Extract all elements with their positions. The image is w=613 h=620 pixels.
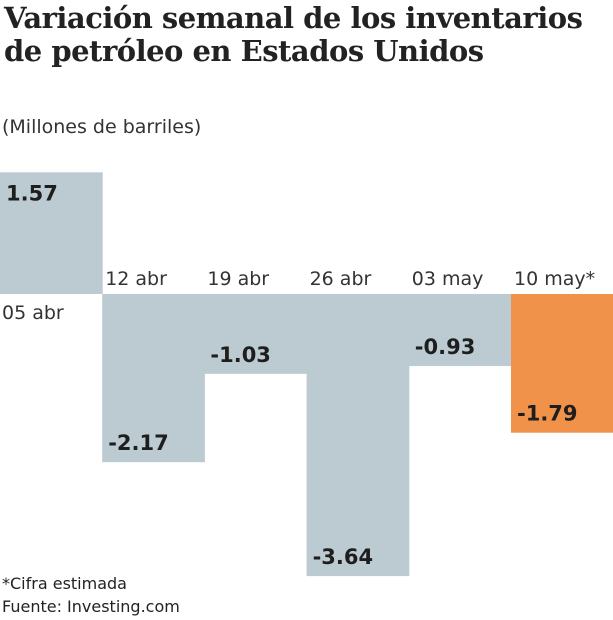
category-label: 05 abr <box>2 302 64 324</box>
category-label: 19 abr <box>207 268 269 290</box>
bar-5 <box>511 294 613 433</box>
category-label: 12 abr <box>105 268 167 290</box>
value-label: -0.93 <box>415 335 476 359</box>
category-label: 03 may <box>412 268 484 290</box>
value-label: 1.57 <box>6 181 58 205</box>
chart-subtitle: (Millones de barriles) <box>2 116 202 138</box>
value-label: -2.17 <box>108 431 169 455</box>
footer-notes: *Cifra estimada Fuente: Investing.com <box>2 572 180 618</box>
value-label: -1.03 <box>210 343 271 367</box>
chart-title: Variación semanal de los inventarios de … <box>4 1 583 68</box>
bar-4 <box>408 294 512 367</box>
bar-3 <box>306 294 410 577</box>
value-label: -1.79 <box>517 402 578 426</box>
category-label: 26 abr <box>310 268 372 290</box>
bar-0 <box>0 172 103 294</box>
bar-2 <box>204 294 308 374</box>
category-label: 10 may* <box>514 268 595 290</box>
footnote: *Cifra estimada <box>2 574 127 593</box>
value-label: -3.64 <box>313 545 374 569</box>
bar-1 <box>102 294 205 463</box>
source: Fuente: Investing.com <box>2 597 180 616</box>
